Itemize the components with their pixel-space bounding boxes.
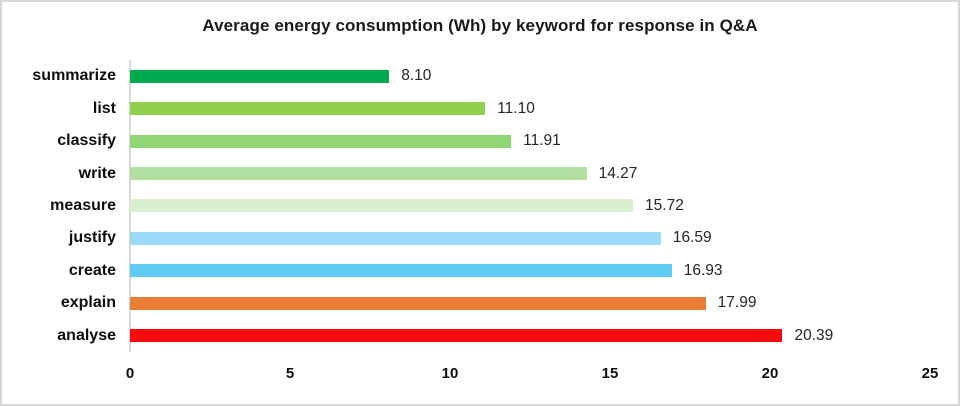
x-tick-label-20: 20 xyxy=(761,365,779,382)
x-tick-label-25: 25 xyxy=(921,365,939,382)
bar-track: 8.10 xyxy=(130,60,930,92)
category-label-classify: classify xyxy=(57,132,116,150)
bar-write xyxy=(130,167,587,181)
chart-row-list: list 11.10 xyxy=(2,92,958,124)
category-label-measure: measure xyxy=(50,196,116,214)
bar-list xyxy=(130,102,486,116)
value-label-summarize: 8.10 xyxy=(401,67,432,85)
value-label-create: 16.93 xyxy=(683,261,723,279)
category-label-list: list xyxy=(92,99,116,117)
x-tick-label-0: 0 xyxy=(125,365,135,382)
x-tick-label-5: 5 xyxy=(285,365,295,382)
bar-track: 15.72 xyxy=(130,190,930,222)
bar-track: 14.27 xyxy=(130,157,930,189)
chart-row-create: create 16.93 xyxy=(2,255,958,287)
bar-track: 16.59 xyxy=(130,222,930,254)
bar-classify xyxy=(130,134,512,148)
chart-row-summarize: summarize 8.10 xyxy=(2,60,958,92)
x-tick-label-15: 15 xyxy=(601,365,619,382)
chart-row-write: write 14.27 xyxy=(2,157,958,189)
chart-row-analyse: analyse 20.39 xyxy=(2,320,958,352)
category-label-summarize: summarize xyxy=(32,67,116,85)
category-label-analyse: analyse xyxy=(57,326,116,344)
x-axis: 0 5 10 15 20 25 xyxy=(126,352,939,392)
value-label-write: 14.27 xyxy=(598,164,638,182)
category-label-write: write xyxy=(78,164,116,182)
value-label-justify: 16.59 xyxy=(672,229,712,247)
bar-track: 20.39 xyxy=(130,320,930,352)
value-label-classify: 11.91 xyxy=(523,132,561,150)
value-label-analyse: 20.39 xyxy=(794,326,834,344)
value-label-list: 11.10 xyxy=(497,99,535,117)
chart-row-explain: explain 17.99 xyxy=(2,287,958,319)
plot-area: summarize 8.10 list 11.10 classify 11.91 write… xyxy=(2,60,958,392)
bar-explain xyxy=(130,296,706,310)
category-label-justify: justify xyxy=(68,229,116,247)
bar-summarize xyxy=(130,69,390,83)
x-tick-label-10: 10 xyxy=(441,365,459,382)
category-label-create: create xyxy=(68,261,116,279)
value-label-explain: 17.99 xyxy=(717,294,757,312)
bar-justify xyxy=(130,231,661,245)
bar-rows: summarize 8.10 list 11.10 classify 11.91 write… xyxy=(2,60,958,352)
chart-title: Average energy consumption (Wh) by keywo… xyxy=(202,16,758,35)
category-label-explain: explain xyxy=(60,294,116,312)
bar-track: 16.93 xyxy=(130,255,930,287)
value-label-measure: 15.72 xyxy=(645,196,684,214)
bar-create xyxy=(130,264,672,278)
bar-track: 11.10 xyxy=(130,92,930,124)
bar-track: 17.99 xyxy=(130,287,930,319)
bar-analyse xyxy=(130,329,783,343)
chart-row-measure: measure 15.72 xyxy=(2,190,958,222)
bar-measure xyxy=(130,199,634,213)
chart-row-justify: justify 16.59 xyxy=(2,222,958,254)
bar-track: 11.91 xyxy=(130,125,930,157)
chart-row-classify: classify 11.91 xyxy=(2,125,958,157)
